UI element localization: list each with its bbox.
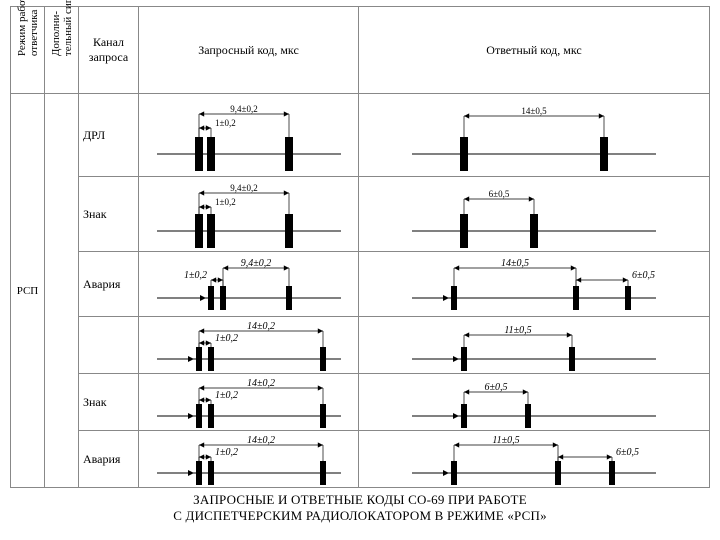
svg-text:1±0,2: 1±0,2 <box>215 333 238 344</box>
row-znak: Знак 9,4±0,2 1±0,2 6±0,5 <box>11 177 710 252</box>
req-av3-cell: 14±0,2 1±0,2 <box>139 431 359 488</box>
caption-line2: С ДИСПЕТЧЕРСКИМ РАДИОЛОКАТОРОМ В РЕЖИМЕ … <box>173 508 547 523</box>
svg-text:6±0,5: 6±0,5 <box>485 382 508 393</box>
row-avaria2: 14±0,2 1±0,2 11±0,5 <box>11 317 710 374</box>
svg-text:1±0,2: 1±0,2 <box>215 118 236 128</box>
res-znak-cell: 6±0,5 <box>359 177 710 252</box>
mode-cell: РСП <box>11 94 45 488</box>
svg-text:14±0,2: 14±0,2 <box>247 321 275 332</box>
req-znak-cell: 9,4±0,2 1±0,2 <box>139 177 359 252</box>
col-channel-header: Каналзапроса <box>79 7 139 94</box>
req-znak-fig: 9,4±0,2 1±0,2 <box>143 179 354 249</box>
channel-avaria2 <box>79 317 139 374</box>
res-av2-cell: 11±0,5 <box>359 317 710 374</box>
svg-text:6±0,5: 6±0,5 <box>489 189 510 199</box>
svg-text:14±0,5: 14±0,5 <box>521 106 547 116</box>
codes-table: Режим работыответчика Дополни-тельный си… <box>10 6 710 488</box>
channel-avaria3: Авария <box>79 431 139 488</box>
channel-znak2: Знак <box>79 374 139 431</box>
svg-text:6±0,5: 6±0,5 <box>616 447 639 458</box>
addsig-cell <box>45 94 79 488</box>
svg-text:1±0,2: 1±0,2 <box>215 197 236 207</box>
res-av3-cell: 11±0,5 6±0,5 <box>359 431 710 488</box>
req-znak2-fig: 14±0,2 1±0,2 <box>143 376 354 428</box>
row-avaria1: Авария 9,4±0,2 1±0,2 14±0,5 6±0,5 <box>11 252 710 317</box>
row-drl: РСП ДРЛ 9,4±0,21±0,2 14±0,5 <box>11 94 710 177</box>
channel-znak: Знак <box>79 177 139 252</box>
res-drl-fig: 14±0,5 <box>363 96 705 174</box>
res-drl-cell: 14±0,5 <box>359 94 710 177</box>
svg-text:9,4±0,2: 9,4±0,2 <box>240 258 271 269</box>
row-avaria3: Авария 14±0,2 1±0,2 11±0,5 6±0,5 <box>11 431 710 488</box>
col-request-header: Запросный код, мкс <box>139 7 359 94</box>
svg-text:11±0,5: 11±0,5 <box>492 435 519 446</box>
req-drl-cell: 9,4±0,2 1±0,2 <box>139 94 359 177</box>
res-av2-fig: 11±0,5 <box>363 319 705 371</box>
svg-text:1±0,2: 1±0,2 <box>215 447 238 458</box>
col-mode-header: Режим работыответчика <box>11 7 45 94</box>
row-znak2: Знак 14±0,2 1±0,2 6±0,5 <box>11 374 710 431</box>
res-znak2-cell: 6±0,5 <box>359 374 710 431</box>
req-drl-fig: 9,4±0,2 1±0,2 <box>143 96 354 174</box>
svg-text:14±0,2: 14±0,2 <box>247 435 275 446</box>
svg-text:1±0,2: 1±0,2 <box>215 390 238 401</box>
caption: ЗАПРОСНЫЕ И ОТВЕТНЫЕ КОДЫ СО-69 ПРИ РАБО… <box>10 492 710 525</box>
res-znak-fig: 6±0,5 <box>363 179 705 249</box>
channel-drl: ДРЛ <box>79 94 139 177</box>
req-av1-cell: 9,4±0,2 1±0,2 <box>139 252 359 317</box>
req-av2-cell: 14±0,2 1±0,2 <box>139 317 359 374</box>
req-znak2-cell: 14±0,2 1±0,2 <box>139 374 359 431</box>
svg-text:14±0,2: 14±0,2 <box>247 378 275 389</box>
svg-text:9,4±0,2: 9,4±0,2 <box>230 183 257 193</box>
page-root: Режим работыответчика Дополни-тельный си… <box>0 0 720 540</box>
svg-text:14±0,5: 14±0,5 <box>501 258 529 269</box>
table-header-row: Режим работыответчика Дополни-тельный си… <box>11 7 710 94</box>
res-znak2-fig: 6±0,5 <box>363 376 705 428</box>
req-av3-fig: 14±0,2 1±0,2 <box>143 433 354 485</box>
svg-text:6±0,5: 6±0,5 <box>632 270 655 281</box>
req-av2-fig: 14±0,2 1±0,2 <box>143 319 354 371</box>
req-av1-fig: 9,4±0,2 1±0,2 <box>143 254 354 314</box>
res-av1-fig: 14±0,5 6±0,5 <box>363 254 705 314</box>
svg-text:1±0,2: 1±0,2 <box>184 270 207 281</box>
col-addsig-header: Дополни-тельный сигнал <box>45 7 79 94</box>
res-av1-cell: 14±0,5 6±0,5 <box>359 252 710 317</box>
caption-line1: ЗАПРОСНЫЕ И ОТВЕТНЫЕ КОДЫ СО-69 ПРИ РАБО… <box>193 492 527 507</box>
channel-avaria1: Авария <box>79 252 139 317</box>
col-response-header: Ответный код, мкс <box>359 7 710 94</box>
res-av3-fig: 11±0,5 6±0,5 <box>363 433 705 485</box>
svg-text:11±0,5: 11±0,5 <box>504 325 531 336</box>
svg-text:9,4±0,2: 9,4±0,2 <box>230 104 257 114</box>
